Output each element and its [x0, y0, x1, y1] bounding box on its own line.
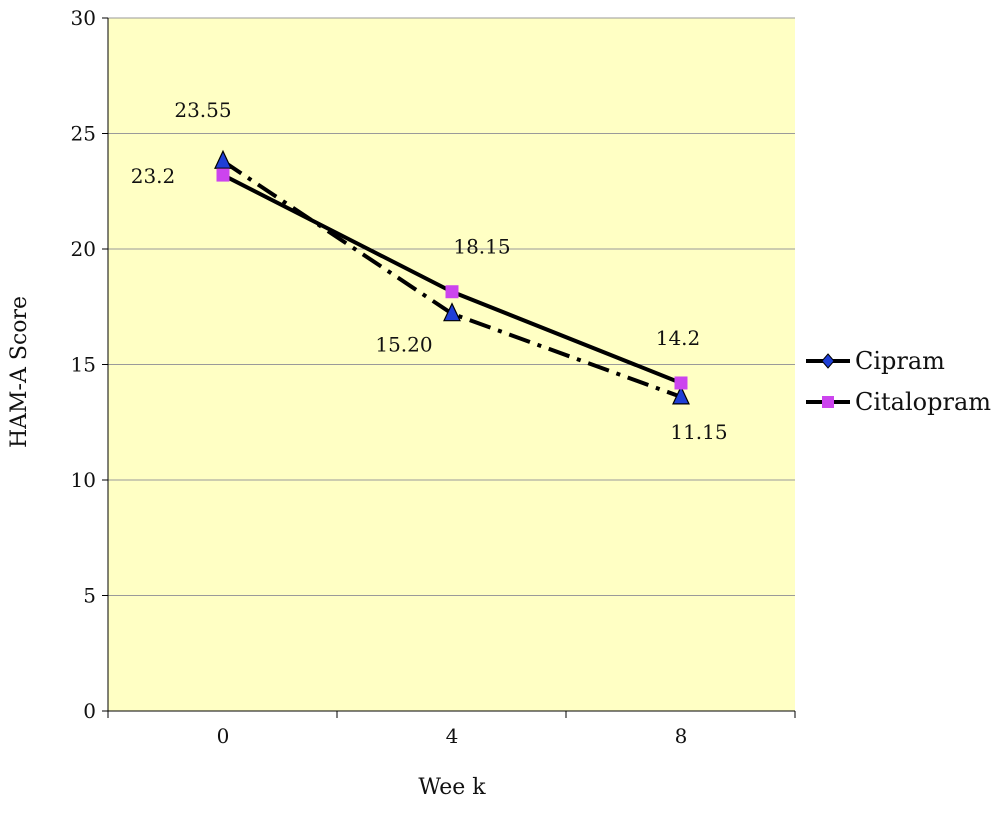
x-axis-title: Wee k: [418, 775, 486, 800]
data-label-citalopram-4: 18.15: [453, 235, 510, 259]
data-label-cipram-8: 11.15: [670, 420, 727, 444]
series-line-cipram: [221, 159, 682, 399]
data-label-cipram-0: 23.55: [174, 98, 231, 122]
y-tick-label-0: 0: [83, 699, 96, 723]
x-tick-label-4: 4: [446, 724, 459, 748]
gridlines: [108, 17, 795, 596]
marker-cipram-8: [672, 385, 690, 405]
y-tick-label-15: 15: [71, 353, 96, 377]
y-tick-labels: 0 5 10 15 20 25 30: [71, 6, 96, 723]
marker-citalopram-0: [216, 168, 230, 182]
legend-citalopram-marker: [822, 396, 834, 408]
series-markers: [214, 149, 690, 405]
legend: Cipram Citalopram: [806, 347, 991, 416]
y-tick-label-30: 30: [71, 6, 96, 30]
legend-cipram-label: Cipram: [855, 347, 945, 375]
y-tick-label-5: 5: [83, 584, 96, 608]
marker-citalopram-8: [674, 376, 688, 390]
axes: [102, 17, 796, 718]
marker-cipram-0: [214, 149, 232, 169]
y-tick-label-25: 25: [71, 122, 96, 146]
data-label-citalopram-8: 14.2: [656, 326, 701, 350]
data-labels: 23.55 15.20 11.15 23.2 18.15 14.2: [131, 98, 728, 444]
marker-cipram-4: [443, 302, 461, 322]
x-tick-labels: 0 4 8: [217, 724, 688, 748]
y-tick-label-20: 20: [71, 237, 96, 261]
data-label-citalopram-0: 23.2: [131, 164, 176, 188]
legend-citalopram-label: Citalopram: [855, 388, 991, 416]
y-axis-title: HAM-A Score: [7, 296, 32, 448]
data-label-cipram-4: 15.20: [375, 333, 432, 357]
y-tick-label-10: 10: [71, 468, 96, 492]
marker-citalopram-4: [445, 285, 459, 299]
legend-cipram-marker: [821, 353, 835, 369]
x-tick-label-8: 8: [675, 724, 688, 748]
x-tick-label-0: 0: [217, 724, 230, 748]
